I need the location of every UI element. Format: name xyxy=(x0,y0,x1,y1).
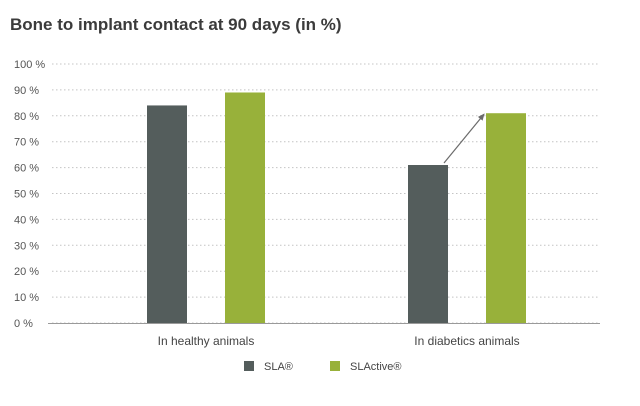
y-tick-label: 50 % xyxy=(14,189,39,201)
y-axis-ticks: 0 % 10 % 20 % 30 % 40 % 50 % 60 % 70 % 80 % 90 % 1… xyxy=(14,59,45,330)
y-tick-label: 10 % xyxy=(14,292,39,304)
x-axis-categories: In healthy animals In diabetics animals xyxy=(158,334,520,348)
x-category-label: In diabetics animals xyxy=(414,334,519,348)
increase-arrow xyxy=(443,113,485,164)
y-tick-label: 30 % xyxy=(14,240,39,252)
legend-label-sla: SLA® xyxy=(264,361,293,373)
y-tick-label: 90 % xyxy=(14,85,39,97)
y-tick-label: 60 % xyxy=(14,163,39,175)
y-tick-label: 0 % xyxy=(14,318,33,330)
y-tick-label: 20 % xyxy=(14,266,39,278)
legend-swatch-slactive xyxy=(330,361,340,371)
y-tick-label: 40 % xyxy=(14,214,39,226)
x-category-label: In healthy animals xyxy=(158,334,255,348)
y-tick-label: 70 % xyxy=(14,137,39,149)
bar-slactive-diabetic xyxy=(486,113,526,324)
y-tick-label: 100 % xyxy=(14,59,45,71)
bar-slactive-healthy xyxy=(225,92,265,324)
y-tick-label: 80 % xyxy=(14,111,39,123)
legend-label-slactive: SLActive® xyxy=(350,361,402,373)
chart-title: Bone to implant contact at 90 days (in %… xyxy=(10,15,342,34)
annotations xyxy=(443,113,485,164)
bars xyxy=(147,92,526,324)
legend-swatch-sla xyxy=(244,361,254,371)
legend: SLA® SLActive® xyxy=(244,361,402,373)
bar-sla-healthy xyxy=(147,105,187,323)
bar-sla-diabetic xyxy=(408,165,448,323)
